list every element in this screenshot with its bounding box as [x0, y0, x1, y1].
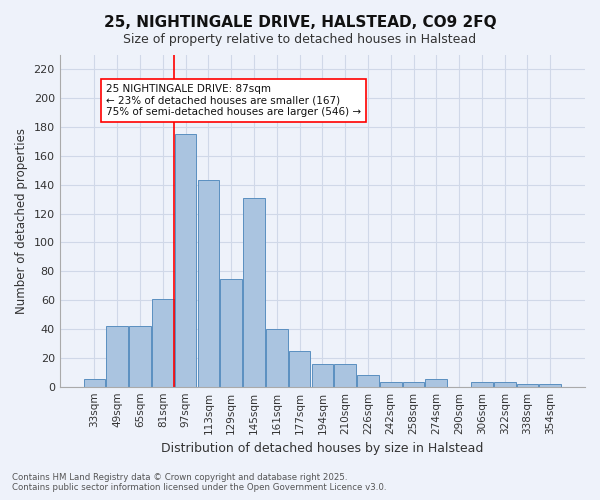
X-axis label: Distribution of detached houses by size in Halstead: Distribution of detached houses by size …	[161, 442, 484, 455]
Y-axis label: Number of detached properties: Number of detached properties	[15, 128, 28, 314]
Bar	[311, 364, 333, 386]
Bar	[494, 382, 515, 386]
Bar	[175, 134, 196, 386]
Bar	[289, 350, 310, 386]
Bar	[403, 382, 424, 386]
Bar	[152, 298, 173, 386]
Text: 25 NIGHTINGALE DRIVE: 87sqm
← 23% of detached houses are smaller (167)
75% of se: 25 NIGHTINGALE DRIVE: 87sqm ← 23% of det…	[106, 84, 361, 117]
Bar	[129, 326, 151, 386]
Bar	[357, 375, 379, 386]
Bar	[220, 278, 242, 386]
Bar	[517, 384, 538, 386]
Bar	[380, 382, 401, 386]
Bar	[539, 384, 561, 386]
Bar	[197, 180, 219, 386]
Text: 25, NIGHTINGALE DRIVE, HALSTEAD, CO9 2FQ: 25, NIGHTINGALE DRIVE, HALSTEAD, CO9 2FQ	[104, 15, 496, 30]
Bar	[266, 329, 287, 386]
Bar	[106, 326, 128, 386]
Text: Contains HM Land Registry data © Crown copyright and database right 2025.
Contai: Contains HM Land Registry data © Crown c…	[12, 473, 386, 492]
Bar	[334, 364, 356, 386]
Bar	[83, 380, 105, 386]
Bar	[471, 382, 493, 386]
Bar	[425, 380, 447, 386]
Text: Size of property relative to detached houses in Halstead: Size of property relative to detached ho…	[124, 32, 476, 46]
Bar	[243, 198, 265, 386]
